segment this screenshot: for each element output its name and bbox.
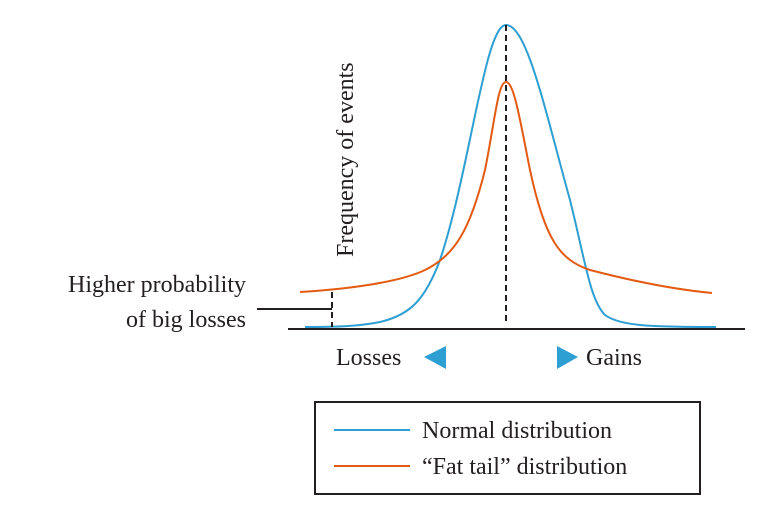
triangle-left-icon: [424, 346, 446, 369]
gains-label: Gains: [586, 345, 642, 371]
fat-tail-distribution-curve: [299, 80, 713, 294]
legend: Normal distribution “Fat tail” distribut…: [314, 401, 701, 495]
annotation-line2: of big losses: [126, 307, 246, 333]
legend-normal-label: Normal distribution: [422, 418, 612, 444]
losses-label: Losses: [336, 345, 401, 371]
y-axis-label: Frequency of events: [333, 62, 359, 257]
triangle-right-icon: [557, 346, 578, 369]
legend-fat-tail-label: “Fat tail” distribution: [422, 454, 627, 480]
normal-distribution-curve: [304, 23, 717, 328]
annotation-line1: Higher probability: [68, 272, 246, 298]
